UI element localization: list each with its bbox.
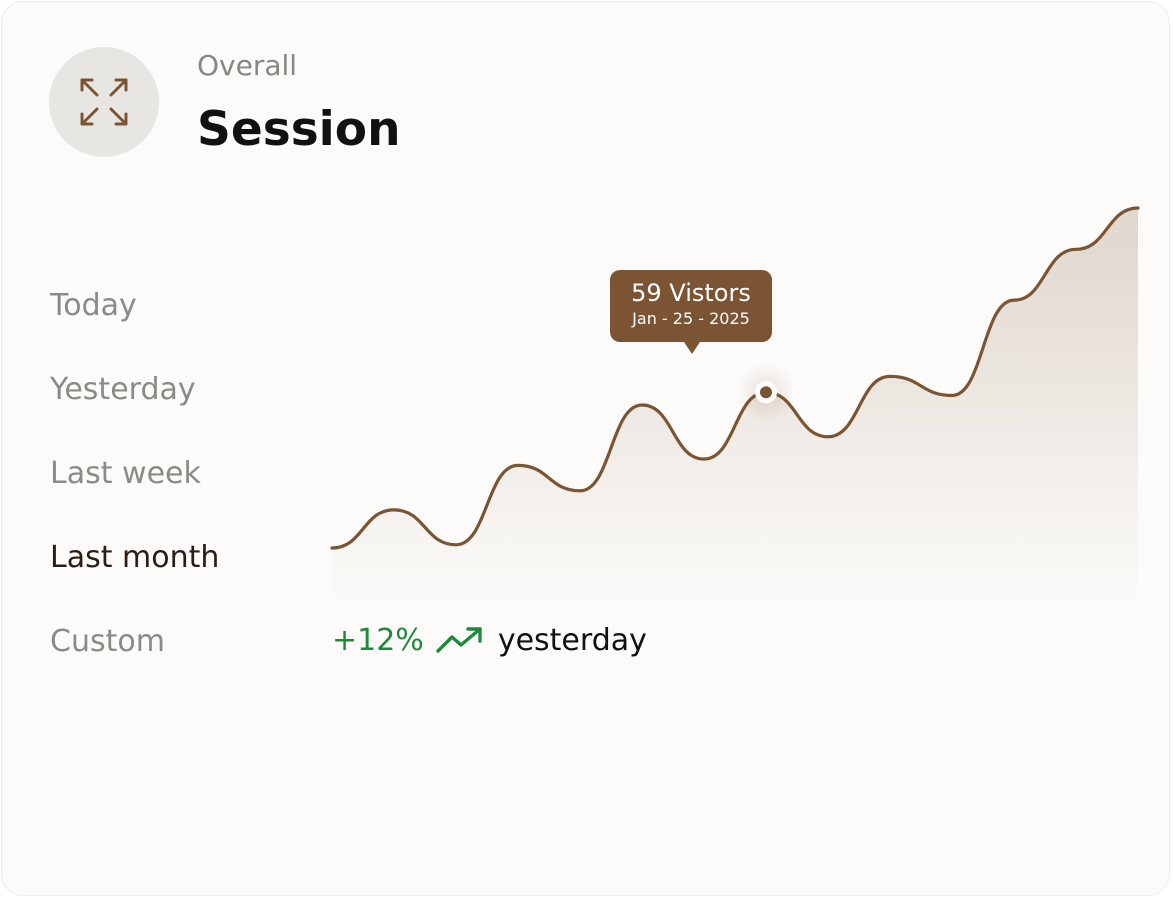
- overline-label: Overall: [197, 49, 298, 82]
- highlight-point[interactable]: [760, 386, 772, 399]
- expand-button[interactable]: [49, 47, 159, 157]
- trend-label: yesterday: [497, 622, 647, 658]
- range-option-custom[interactable]: Custom: [50, 624, 165, 659]
- tooltip-date: Jan - 25 - 2025: [632, 309, 750, 328]
- chart-series-line: [330, 206, 1140, 550]
- page-title: Session: [197, 102, 401, 157]
- range-option-last-month[interactable]: Last month: [50, 540, 220, 575]
- trend-change: +12%: [332, 622, 424, 658]
- time-range-list: Today Yesterday Last week Last month Cus…: [50, 284, 219, 704]
- range-option-last-week[interactable]: Last week: [50, 456, 201, 491]
- range-option-yesterday[interactable]: Yesterday: [50, 372, 196, 407]
- trending-up-icon: [436, 625, 484, 655]
- tooltip-value: 59 Vistors: [631, 279, 751, 307]
- trend-summary: +12% yesterday: [332, 618, 647, 662]
- chart-area-fill: [332, 208, 1138, 608]
- data-point-tooltip: 59 Vistors Jan - 25 - 2025: [610, 270, 772, 354]
- expand-arrows-icon: [80, 78, 128, 126]
- range-option-today[interactable]: Today: [50, 288, 137, 323]
